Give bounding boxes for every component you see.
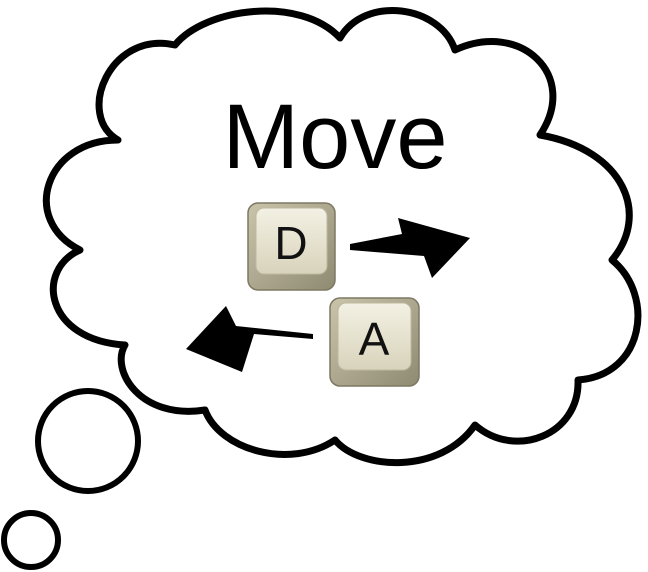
key-a-label: A xyxy=(359,313,390,365)
key-d-label: D xyxy=(274,217,307,269)
thought-bubble-small xyxy=(1,510,61,570)
key-d: D xyxy=(247,202,336,291)
arrow-left-icon xyxy=(186,306,313,372)
arrow-right-icon xyxy=(350,218,470,278)
key-a: A xyxy=(329,297,420,387)
hint-title: Move xyxy=(223,86,448,188)
thought-bubble-large xyxy=(35,388,141,494)
thought-cloud xyxy=(42,7,642,466)
